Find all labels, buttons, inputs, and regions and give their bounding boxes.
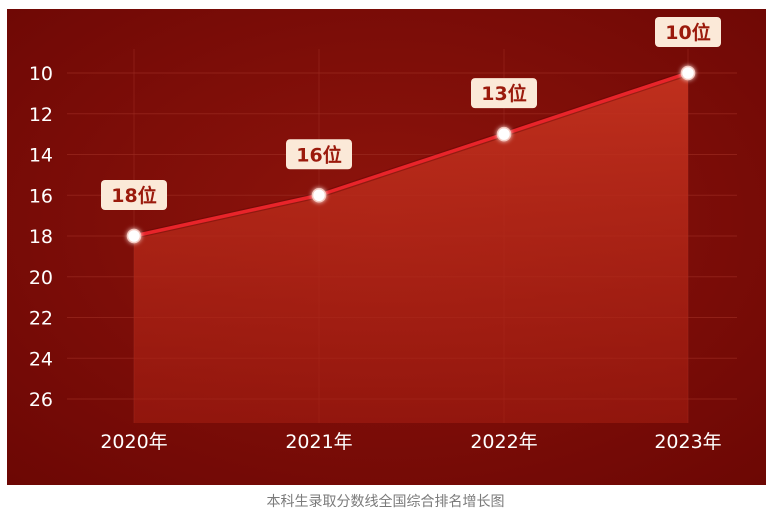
y-axis-ticks: 10 12 14 16 18 20 22 24 26	[29, 63, 53, 411]
y-tick-label: 14	[29, 145, 53, 167]
data-label: 10位	[655, 17, 721, 47]
data-label-text: 10位	[665, 21, 710, 44]
y-tick-label: 24	[29, 348, 53, 370]
y-tick-label: 16	[29, 185, 53, 207]
y-tick-label: 20	[29, 267, 53, 289]
area-fill	[134, 73, 688, 423]
chart-caption: 本科生录取分数线全国综合排名增长图	[266, 494, 505, 510]
line-layer	[133, 70, 689, 239]
data-label: 18位	[101, 180, 167, 210]
x-tick-label: 2020年	[100, 431, 167, 453]
data-label-text: 13位	[481, 82, 526, 105]
data-label-text: 16位	[296, 143, 341, 166]
y-tick-label: 18	[29, 226, 53, 248]
data-point	[496, 126, 512, 142]
data-label-layer: 18位 16位 13位 10位	[101, 17, 721, 210]
point-layer	[126, 65, 696, 244]
data-label-box	[101, 180, 167, 210]
y-tick-label: 12	[29, 104, 53, 126]
data-label: 13位	[471, 78, 537, 109]
area-layer	[134, 73, 688, 423]
data-label-box	[655, 17, 721, 47]
data-label: 16位	[286, 139, 352, 170]
data-label-text: 18位	[111, 184, 156, 207]
data-label-box	[286, 139, 352, 170]
x-axis-ticks: 2020年 2021年 2022年 2023年	[100, 431, 721, 453]
data-point	[126, 228, 142, 244]
x-tick-label: 2023年	[654, 431, 721, 453]
data-point	[311, 188, 327, 203]
y-tick-label: 26	[29, 389, 53, 411]
x-tick-label: 2021年	[285, 431, 352, 453]
data-point	[680, 65, 696, 81]
y-tick-label: 22	[29, 308, 53, 330]
chart-panel: 18位 16位 13位 10位 10 12 14 16 18 20 22 24 26 2020年 202…	[7, 9, 766, 485]
series-line	[133, 71, 689, 238]
x-tick-label: 2022年	[470, 431, 537, 453]
data-label-box	[471, 78, 537, 109]
y-tick-label: 10	[29, 63, 53, 85]
